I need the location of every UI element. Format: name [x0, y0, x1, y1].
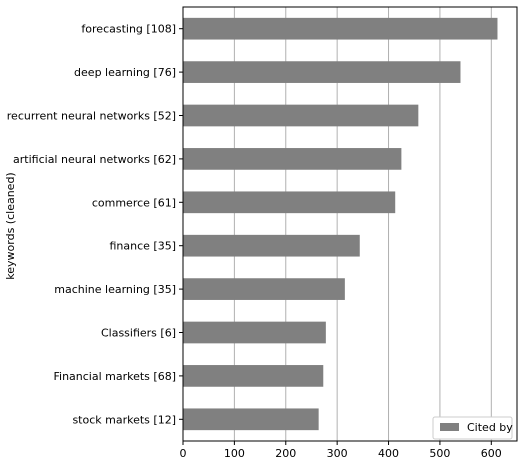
legend-swatch	[440, 423, 459, 431]
y-tick-label: recurrent neural networks [52]	[7, 110, 176, 123]
y-tick-label: commerce [61]	[92, 196, 176, 209]
y-tick-label: forecasting [108]	[81, 23, 176, 36]
axes	[179, 6, 518, 445]
tick-labels: forecasting [108] deep learning [76] recur…	[7, 23, 502, 460]
legend-frame	[432, 416, 513, 440]
bar	[183, 365, 324, 387]
x-tick-label: 200	[275, 447, 296, 460]
y-axis-label: keywords (cleaned)	[4, 172, 17, 279]
plot-frame	[182, 6, 518, 442]
bar	[183, 408, 319, 431]
x-tick-label: 0	[180, 447, 187, 460]
y-tick-label: finance [35]	[109, 240, 176, 253]
legend-label: Cited by	[467, 421, 513, 434]
x-tick-label: 100	[224, 447, 245, 460]
y-tick-label: Financial markets [68]	[53, 370, 176, 383]
bars	[183, 17, 498, 431]
y-tick-label: artificial neural networks [62]	[13, 153, 176, 166]
bar	[183, 148, 402, 170]
x-tick-label: 400	[378, 447, 399, 460]
bar	[183, 104, 419, 127]
y-tick-label: stock markets [12]	[72, 413, 176, 426]
bar	[183, 191, 396, 214]
y-tick-label: Classifiers [6]	[101, 327, 176, 340]
x-tick-label: 300	[327, 447, 348, 460]
bar	[183, 17, 498, 40]
x-tick-label: 500	[429, 447, 450, 460]
bar	[183, 61, 461, 83]
x-tick-label: 600	[481, 447, 502, 460]
bar	[183, 278, 345, 300]
bar	[183, 321, 326, 344]
y-tick-label: deep learning [76]	[74, 66, 176, 79]
bar	[183, 234, 360, 257]
y-tick-label: machine learning [35]	[54, 283, 176, 296]
legend: Cited by	[432, 416, 513, 440]
